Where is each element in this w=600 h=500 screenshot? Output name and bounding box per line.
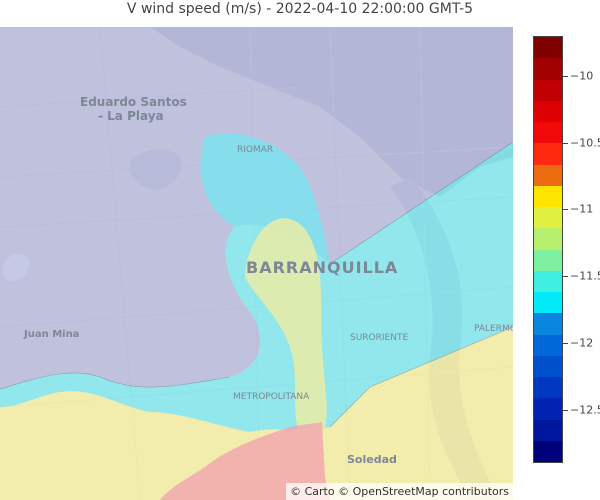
colorbar-tick: [563, 76, 568, 78]
map-panel[interactable]: Eduardo Santos - La Playa RIOMAR BARRANQ…: [0, 27, 513, 500]
colorbar-band: [534, 311, 562, 335]
eduardo-santos-label: Eduardo Santos: [80, 95, 187, 109]
colorbar-tick: [563, 209, 568, 211]
chart-title: V wind speed (m/s) - 2022-04-10 22:00:00…: [126, 1, 474, 17]
colorbar-band: [534, 120, 562, 144]
colorbar-band: [534, 248, 562, 271]
region-borders: [0, 141, 513, 428]
colorbar-band: [534, 78, 562, 101]
colorbar-band: [534, 354, 562, 377]
colorbar: [533, 36, 563, 463]
soledad-label: Soledad: [347, 453, 397, 466]
colorbar-tick: [563, 276, 568, 278]
colorbar-band: [534, 141, 562, 165]
colorbar-band: [534, 205, 562, 229]
colorbar-band: [534, 226, 562, 250]
colorbar-tick-label: −11.5: [570, 269, 600, 283]
suroriente-label: SURORIENTE: [350, 333, 409, 343]
wind-regions: [0, 27, 513, 500]
map-attribution[interactable]: © Carto © OpenStreetMap contributors: [286, 483, 513, 500]
juan-mina-label: Juan Mina: [24, 329, 80, 340]
colorbar-band: [534, 99, 562, 122]
barranquilla-label: BARRANQUILLA: [246, 258, 399, 277]
colorbar-band: [534, 418, 562, 441]
colorbar-band: [534, 290, 562, 314]
colorbar-tick: [563, 342, 568, 344]
colorbar-band: [534, 439, 562, 462]
colorbar-band: [534, 333, 562, 356]
colorbar-band: [534, 269, 562, 292]
colorbar-tick-label: −12: [570, 336, 594, 350]
region-pink: [160, 422, 330, 500]
colorbar-tick-label: −10: [570, 69, 594, 83]
la-playa-label: - La Playa: [98, 109, 164, 123]
colorbar-band: [534, 56, 562, 80]
region-yellow: [0, 218, 513, 500]
colorbar-band: [534, 184, 562, 207]
palermo-label: PALERMO: [474, 324, 513, 334]
colorbar-band: [534, 37, 562, 59]
colorbar-tick: [563, 142, 568, 144]
colorbar-band: [534, 396, 562, 420]
map-svg: [0, 27, 513, 500]
metropolitana-label: METROPOLITANA: [233, 392, 310, 402]
colorbar-tick: [563, 409, 568, 411]
colorbar-tick-label: −12.5: [570, 403, 600, 417]
colorbar-tick-label: −11: [570, 202, 594, 216]
colorbar-tick-label: −10.5: [570, 136, 600, 150]
riomar-label: RIOMAR: [237, 145, 274, 155]
colorbar-band: [534, 163, 562, 186]
colorbar-band: [534, 375, 562, 399]
